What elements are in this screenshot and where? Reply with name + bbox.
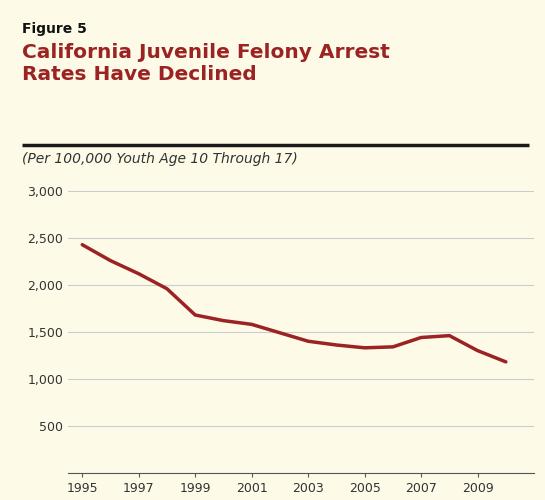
Text: California Juvenile Felony Arrest
Rates Have Declined: California Juvenile Felony Arrest Rates … xyxy=(22,42,390,84)
Text: Figure 5: Figure 5 xyxy=(22,22,87,36)
Text: (Per 100,000 Youth Age 10 Through 17): (Per 100,000 Youth Age 10 Through 17) xyxy=(22,152,298,166)
